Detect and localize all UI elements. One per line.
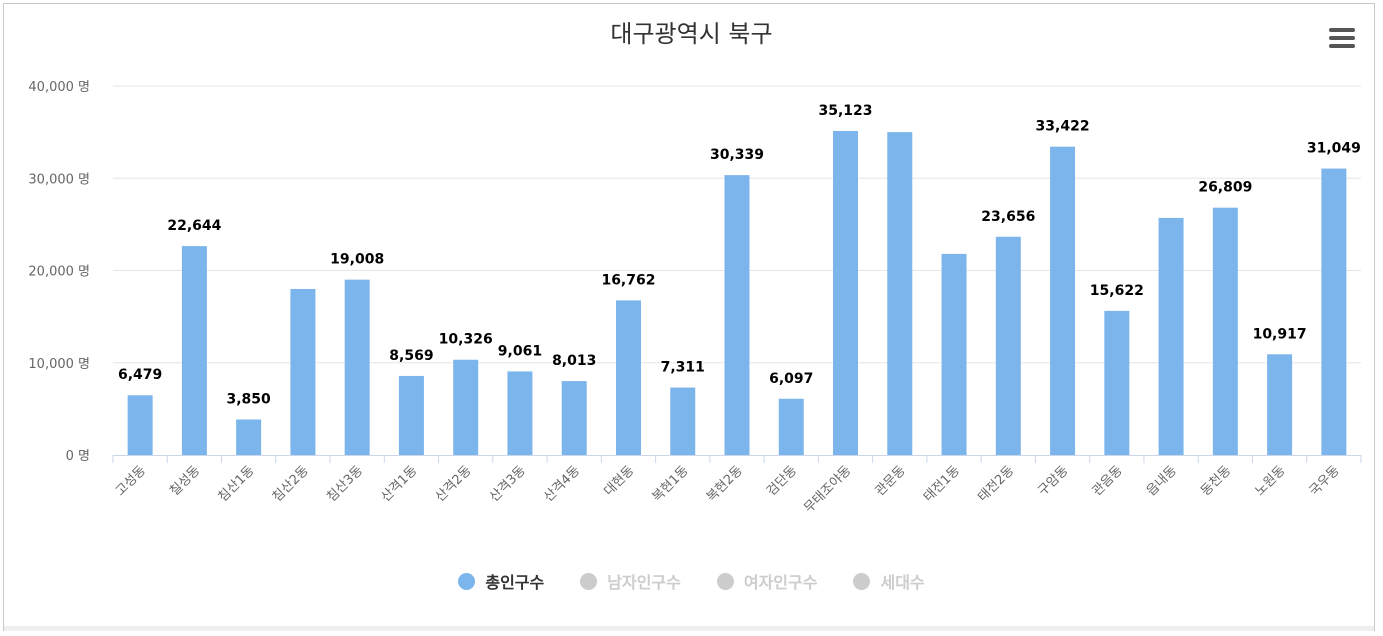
legend-dot-2 xyxy=(716,572,734,590)
x-tick-label-19: 읍내동 xyxy=(1144,463,1180,499)
x-tick-label-20: 동천동 xyxy=(1198,463,1234,499)
bar-19 xyxy=(1158,217,1184,455)
x-tick-label-12: 검단동 xyxy=(764,463,800,499)
y-tick-label-3: 30,000 명 xyxy=(28,172,90,187)
legend-label-0: 총인구수 xyxy=(485,573,545,592)
legend-label-1: 남자인구수 xyxy=(607,573,681,592)
legend-dot-3 xyxy=(853,572,871,590)
bar-22 xyxy=(1321,168,1347,455)
bar-9 xyxy=(615,300,641,455)
x-tick-label-16: 태전2동 xyxy=(975,463,1017,505)
chart-frame xyxy=(3,3,1375,631)
x-tick-label-7: 산격3동 xyxy=(487,463,529,505)
x-tick-label-1: 칠성동 xyxy=(167,463,203,499)
y-tick-label-0: 0 명 xyxy=(66,449,90,464)
bar-8 xyxy=(561,381,587,455)
bar-17 xyxy=(1050,146,1076,455)
data-label-13: 35,123 xyxy=(819,103,873,119)
bar-3 xyxy=(290,288,316,455)
data-label-7: 9,061 xyxy=(498,343,542,359)
x-tick-label-18: 관음동 xyxy=(1090,463,1126,499)
bar-4 xyxy=(344,279,370,455)
legend-item-3[interactable]: 세대수 xyxy=(853,569,925,593)
x-tick-label-14: 관문동 xyxy=(873,463,909,499)
data-label-0: 6,479 xyxy=(118,367,162,383)
y-tick-label-2: 20,000 명 xyxy=(28,265,90,280)
x-tick-label-3: 침산2동 xyxy=(270,463,312,505)
bar-21 xyxy=(1267,354,1293,455)
bar-7 xyxy=(507,371,533,455)
legend: 총인구수 남자인구수 여자인구수 세대수 xyxy=(0,569,1383,593)
bar-14 xyxy=(887,132,913,455)
x-tick-label-8: 산격4동 xyxy=(541,463,583,505)
chart-title: 대구광역시 북구 xyxy=(610,20,773,48)
menu-icon[interactable] xyxy=(1329,28,1357,50)
data-label-11: 30,339 xyxy=(710,147,764,163)
data-label-10: 7,311 xyxy=(661,360,705,376)
data-label-21: 10,917 xyxy=(1253,326,1307,342)
data-label-5: 8,569 xyxy=(389,348,433,364)
x-tick-label-9: 대현동 xyxy=(601,463,637,499)
legend-dot-0 xyxy=(458,572,476,590)
legend-item-2[interactable]: 여자인구수 xyxy=(716,569,818,593)
legend-label-2: 여자인구수 xyxy=(743,573,818,592)
data-label-8: 8,013 xyxy=(552,353,596,369)
x-tick-label-0: 고성동 xyxy=(113,463,149,499)
data-label-22: 31,049 xyxy=(1307,141,1361,157)
x-tick-label-2: 침산1동 xyxy=(216,463,258,505)
legend-dot-1 xyxy=(580,572,598,590)
data-label-16: 23,656 xyxy=(981,209,1035,225)
bar-18 xyxy=(1104,310,1130,455)
data-label-20: 26,809 xyxy=(1198,180,1252,196)
x-tick-label-5: 산격1동 xyxy=(378,463,420,505)
bar-2 xyxy=(236,419,262,455)
y-tick-label-4: 40,000 명 xyxy=(28,80,90,95)
bar-15 xyxy=(941,253,967,455)
y-tick-label-1: 10,000 명 xyxy=(28,357,90,372)
bar-12 xyxy=(778,398,804,455)
data-label-4: 19,008 xyxy=(330,252,384,268)
legend-item-1[interactable]: 남자인구수 xyxy=(580,569,681,593)
bar-11 xyxy=(724,175,750,455)
x-tick-label-21: 노원동 xyxy=(1252,463,1288,499)
data-label-6: 10,326 xyxy=(439,332,493,348)
data-label-1: 22,644 xyxy=(167,218,221,234)
data-label-2: 3,850 xyxy=(227,391,272,407)
x-tick-label-13: 무태조야동 xyxy=(801,463,854,516)
x-tick-label-4: 침산3동 xyxy=(324,463,366,505)
x-tick-label-6: 산격2동 xyxy=(433,463,475,505)
bottom-strip xyxy=(4,626,1374,631)
bar-13 xyxy=(833,130,859,455)
x-tick-label-15: 태전1동 xyxy=(921,463,963,505)
legend-label-3: 세대수 xyxy=(880,573,925,592)
x-tick-label-10: 복현1동 xyxy=(650,463,692,505)
bar-10 xyxy=(670,387,696,455)
x-tick-label-22: 국우동 xyxy=(1307,463,1343,499)
x-tick-label-11: 복현2동 xyxy=(704,463,746,505)
bar-20 xyxy=(1212,207,1238,455)
bar-5 xyxy=(398,375,424,455)
data-label-18: 15,622 xyxy=(1090,283,1144,299)
x-tick-label-17: 구암동 xyxy=(1035,463,1071,499)
bar-1 xyxy=(181,246,207,455)
data-label-12: 6,097 xyxy=(769,371,813,387)
bar-6 xyxy=(453,359,479,455)
data-label-17: 33,422 xyxy=(1036,119,1090,135)
data-label-9: 16,762 xyxy=(601,272,655,288)
legend-item-0[interactable]: 총인구수 xyxy=(458,569,544,593)
bar-0 xyxy=(127,395,153,455)
bar-16 xyxy=(995,236,1021,455)
